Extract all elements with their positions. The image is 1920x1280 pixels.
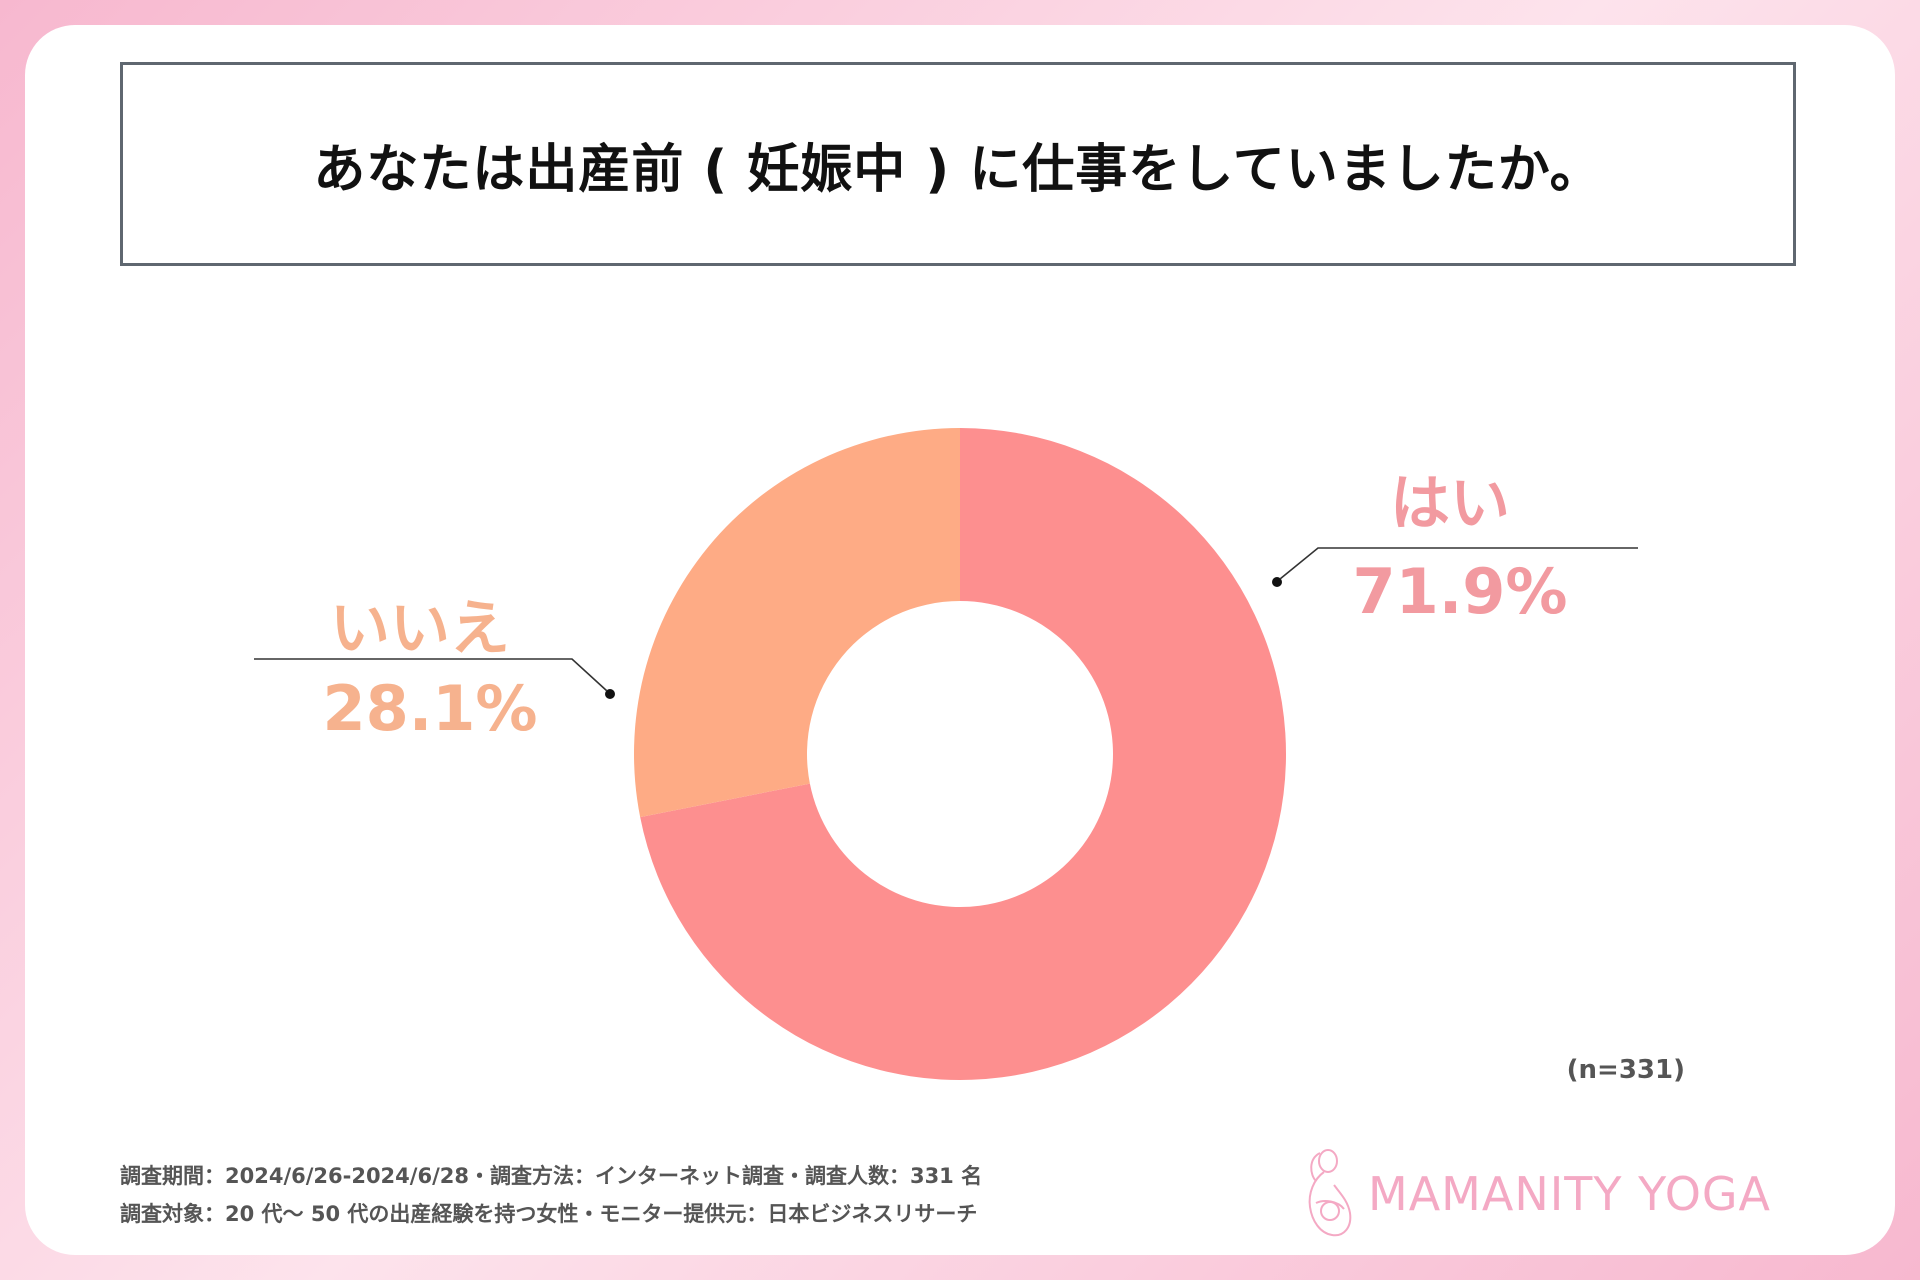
footer-line-2: 調査対象：20 代～ 50 代の出産経験を持つ女性・モニター提供元：日本ビジネス…: [120, 1202, 978, 1226]
yes-leader-dot: [1272, 577, 1282, 587]
no-percent: 28.1%: [322, 672, 538, 745]
no-label: いいえ: [330, 594, 510, 664]
mother-baby-icon: [1308, 1149, 1352, 1237]
no-leader-line: [254, 658, 608, 692]
yes-percent: 71.9%: [1352, 555, 1568, 628]
brand-logo: MAMANITY YOGA: [1298, 1145, 1798, 1237]
donut-slice-yes: [640, 428, 1286, 1080]
no-leader-dot: [605, 689, 615, 699]
footer-line-1: 調査期間：2024/6/26-2024/6/28・調査方法：インターネット調査・…: [120, 1164, 983, 1188]
sample-size: (n=331): [1566, 1055, 1685, 1085]
yes-label: はい: [1390, 469, 1510, 539]
yes-leader-line: [1279, 547, 1638, 580]
page-title: あなたは出産前 ( 妊娠中 ) に仕事をしていましたか。: [313, 139, 1603, 200]
donut-slice-no: [634, 428, 960, 818]
logo-text: MAMANITY YOGA: [1368, 1167, 1772, 1221]
title-box: あなたは出産前 ( 妊娠中 ) に仕事をしていましたか。: [120, 62, 1796, 266]
